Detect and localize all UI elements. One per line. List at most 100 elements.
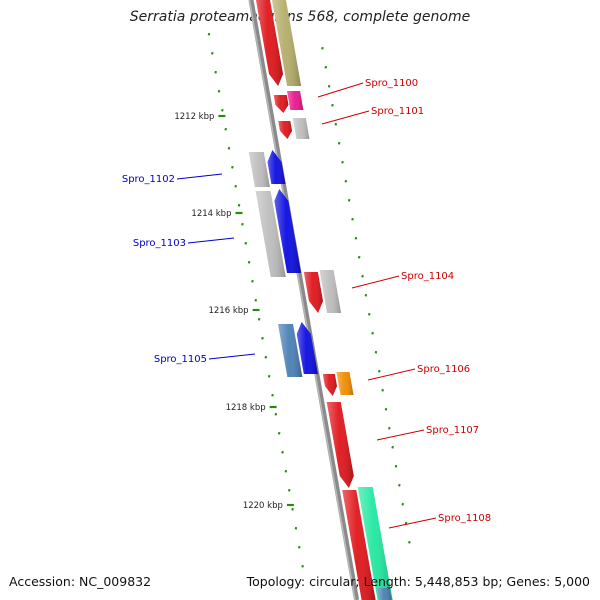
tick-mark-right [401,502,404,506]
gene-label: Spro_1101 [371,106,424,117]
gene-label-leader [321,110,370,125]
tick-mark-right [404,521,408,525]
gene-feature [271,0,302,86]
tick-mark-right [347,198,351,202]
gene-label: Spro_1102 [122,174,175,185]
gene-label: Spro_1100 [365,78,418,89]
tick-mark-right [354,236,358,240]
ruler-label: 1214 kbp [191,209,231,219]
gene-feature [255,191,286,277]
gene-feature-shading [255,191,286,277]
gene-feature [292,118,310,139]
tick-mark-right [388,426,391,430]
gene-feature-shading [278,324,303,377]
tick-mark-right [334,122,338,126]
gene-feature-shading [303,272,323,313]
gene-feature-shading [322,374,337,396]
tick-mark-left [294,526,298,530]
gene-feature [278,324,303,377]
tick-mark-right [321,46,324,50]
gene-feature-shading [248,152,270,187]
tick-mark-left [271,393,274,397]
gene-feature [273,95,289,113]
gene-label-leader [208,353,256,360]
tick-mark-right [324,65,328,69]
tick-mark-right [367,312,371,316]
tick-mark-left [281,450,284,454]
tick-mark-right [337,141,341,145]
tick-mark-left [261,336,264,340]
tick-mark-left [298,545,301,549]
gene-feature-shading [342,490,376,600]
gene-feature [278,121,293,139]
tick-mark-left [274,412,278,416]
tick-mark-right [391,445,394,449]
gene-feature [287,91,304,110]
gene-feature [274,189,302,273]
tick-marks [207,32,411,568]
gene-feature [267,150,286,184]
gene-feature-shading [319,270,342,313]
gene-feature [377,588,392,600]
gene-feature-shading [377,588,392,600]
tick-mark-left [241,222,244,226]
gene-feature [342,490,376,600]
tick-mark-right [357,255,361,259]
tick-mark-left [231,165,234,169]
gene-feature-shading [273,95,289,113]
ruler-label: 1220 kbp [243,501,283,511]
tick-mark-left [244,241,248,245]
gene-labels: Spro_1100 Spro_1101 Spro_1102 Spro_1103 Spro… [122,78,491,529]
tick-mark-left [257,317,261,321]
gene-feature-shading [278,121,293,139]
tick-mark-left [267,374,271,378]
tick-mark-right [384,407,388,411]
tick-mark-left [291,507,294,511]
gene-feature-shading [336,372,354,395]
gene-label-leader [351,275,400,289]
tick-mark-left [254,298,258,302]
gene-label: Spro_1108 [438,513,491,524]
gene-feature-shading [296,322,318,374]
tick-mark-right [398,483,401,487]
gene-label: Spro_1103 [133,238,186,249]
gene-feature-shading [326,402,354,488]
gene-feature-shading [357,487,393,600]
tick-mark-left [227,146,231,150]
gene-feature [319,270,342,313]
gene-label-leader [388,517,437,529]
gene-label-leader [376,429,425,441]
tick-mark-right [374,350,378,354]
tick-mark-right [371,331,374,335]
tick-mark-left [211,51,214,55]
tick-mark-right [381,388,384,392]
gene-label-leader [317,82,364,98]
ruler-label: 1212 kbp [174,112,214,122]
tick-mark-right [341,160,344,164]
gene-feature-shading [255,0,284,86]
gene-label: Spro_1104 [401,271,454,282]
tick-mark-right [364,293,368,297]
gene-feature-shading [292,118,310,139]
tick-mark-left [247,260,251,264]
gene-label-leader [176,173,223,180]
gene-feature [326,402,354,488]
map-title: Serratia proteamaculans 568, complete ge… [129,9,471,25]
ruler-labels: 1212 kbp 1214 kbp 1216 kbp 1218 kbp 1220 kbp [174,112,294,511]
tick-mark-left [287,488,291,492]
accession-text: Accession: NC_009832 [9,574,152,589]
tick-mark-left [207,32,211,36]
tick-mark-left [224,127,227,131]
ruler-label: 1218 kbp [226,403,266,413]
ruler-label: 1216 kbp [208,306,248,316]
gene-feature [248,152,270,187]
gene-feature [357,487,393,600]
sequence-backbone [248,0,360,600]
gene-feature-shading [267,150,286,184]
tick-mark-left [217,89,221,93]
tick-mark-right [408,540,411,544]
tick-mark-left [277,431,281,435]
gene-label: Spro_1106 [417,364,470,375]
tick-mark-left [214,70,217,74]
gene-label: Spro_1105 [154,354,207,365]
